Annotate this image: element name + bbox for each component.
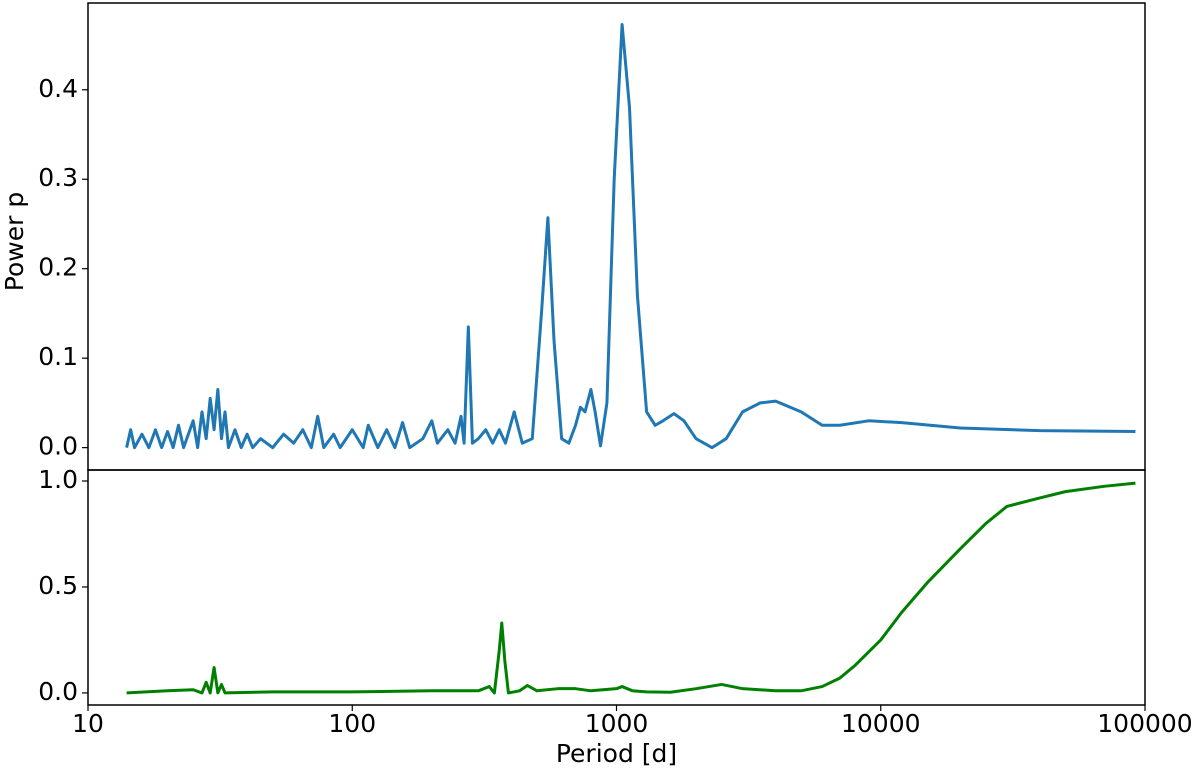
x-axis-label: Period [d]	[556, 739, 677, 768]
y-tick-label: 0.5	[38, 571, 78, 600]
y-tick-label: 0.3	[38, 163, 78, 192]
y-tick-label: 1.0	[38, 465, 78, 494]
x-tick-label: 100000	[1097, 709, 1192, 738]
x-tick-label: 100	[328, 709, 376, 738]
y-tick-label: 0.2	[38, 253, 78, 282]
plot-frame	[87, 469, 1146, 706]
x-tick-label: 1000	[585, 709, 649, 738]
y-tick-label: 0.4	[38, 74, 78, 103]
plot-frame	[87, 2, 1146, 471]
y-tick-label: 0.1	[38, 342, 78, 371]
x-tick-label: 10000	[841, 709, 921, 738]
y-tick-label: 0.0	[38, 677, 78, 706]
x-tick-label: 10	[72, 709, 104, 738]
series-line	[125, 22, 1136, 450]
y-axis-label: Power p	[0, 192, 29, 291]
series-line	[126, 481, 1136, 695]
y-tick-label: 0.0	[38, 432, 78, 461]
